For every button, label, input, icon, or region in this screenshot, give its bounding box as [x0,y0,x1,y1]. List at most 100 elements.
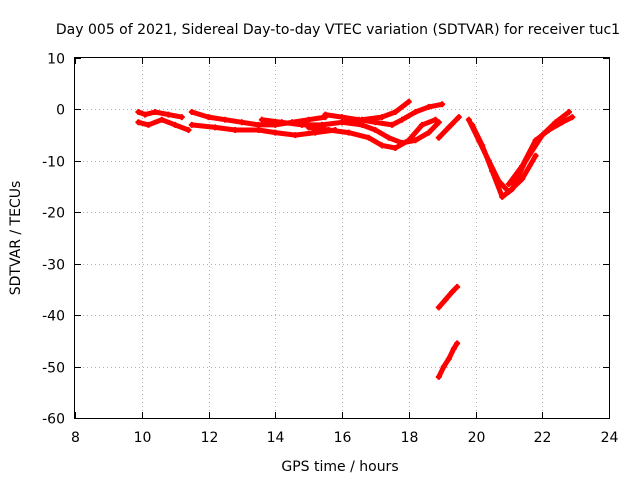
data-point [292,132,299,139]
data-point [298,121,305,128]
data-point [305,116,312,123]
x-tick-label: 10 [134,430,152,446]
y-tick-label: 0 [56,103,65,119]
data-point [435,304,442,311]
data-point [455,114,462,121]
data-point [339,114,345,121]
series-arc-9 [435,114,462,141]
data-point [322,111,329,118]
series-arc-12 [505,114,576,187]
data-point [185,127,192,133]
series-arc-4 [188,121,339,139]
series-arc-6 [322,101,446,128]
y-tick-label: -10 [42,155,65,171]
series-arc-8 [339,119,442,146]
y-tick-label: -40 [42,309,65,325]
y-tick-label: -20 [42,206,65,222]
data-point [519,175,526,182]
data-point [509,186,516,193]
data-point [152,109,159,115]
data-point [412,137,419,144]
data-point [165,111,172,118]
data-point [469,121,476,128]
data-point [425,129,432,136]
data-point [135,109,142,115]
data-point [389,121,396,128]
data-point [445,355,452,362]
data-point [392,109,399,115]
data-point [489,168,496,175]
data-point [238,119,245,126]
data-point [385,134,392,141]
data-point [435,373,442,380]
data-point [399,116,406,123]
x-tick-label: 16 [334,430,352,446]
data-point [158,116,165,123]
data-point [305,124,312,131]
data-point [145,121,152,128]
data-point [454,283,461,290]
data-point [432,116,439,123]
data-point [325,127,332,133]
data-point [392,145,399,151]
data-point [440,363,447,370]
data-point [559,119,566,126]
data-point [379,142,386,149]
series-line [436,284,460,310]
data-point [505,181,512,187]
data-point [532,137,539,144]
data-point [419,121,426,128]
data-point [372,127,379,133]
data-point [188,109,195,115]
x-axis-label: GPS time / hours [281,459,398,475]
data-point [532,152,539,159]
series-arc-2 [135,116,192,133]
x-tick-label: 22 [534,430,552,446]
data-point [545,127,552,133]
x-tick-label: 18 [401,430,419,446]
data-point [569,114,576,121]
y-axis-label: SDTVAR / TECUs [8,181,24,296]
data-point [212,124,219,131]
data-point [405,98,412,105]
data-point [272,129,279,136]
series-arc-11 [469,109,572,200]
data-point [255,127,262,133]
series-arc-1 [135,109,185,121]
data-point [278,119,285,126]
data-point [479,142,486,149]
x-axis: 8 10 12 14 16 18 20 22 24 [71,58,618,446]
x-tick-label: 8 [71,430,80,446]
series-line [506,114,575,187]
series-arc-13 [435,283,461,311]
data-point [222,116,229,123]
data-point [435,119,442,126]
data-point [439,101,446,108]
data-point [519,163,526,169]
data-point [399,139,406,146]
series-arc-7 [305,116,439,151]
data-point [412,109,419,115]
data-point [355,116,362,123]
data-point [454,340,461,347]
data-point [445,124,452,131]
x-tick-label: 20 [468,430,486,446]
chart-title: Day 005 of 2021, Sidereal Day-to-day VTE… [56,22,620,38]
data-point [255,121,262,128]
data-point [365,134,372,141]
data-point [372,119,379,126]
y-tick-label: -30 [42,258,65,274]
data-point [379,114,386,121]
data-point [339,119,345,126]
data-point [345,129,352,136]
y-tick-label: 10 [47,52,65,68]
series-layer [135,98,576,380]
x-tick-label: 12 [201,430,219,446]
data-point [435,134,442,141]
y-tick-label: -60 [42,412,65,428]
plot-frame [74,57,610,419]
data-point [135,119,142,126]
data-point [449,289,456,295]
data-point [258,116,265,123]
